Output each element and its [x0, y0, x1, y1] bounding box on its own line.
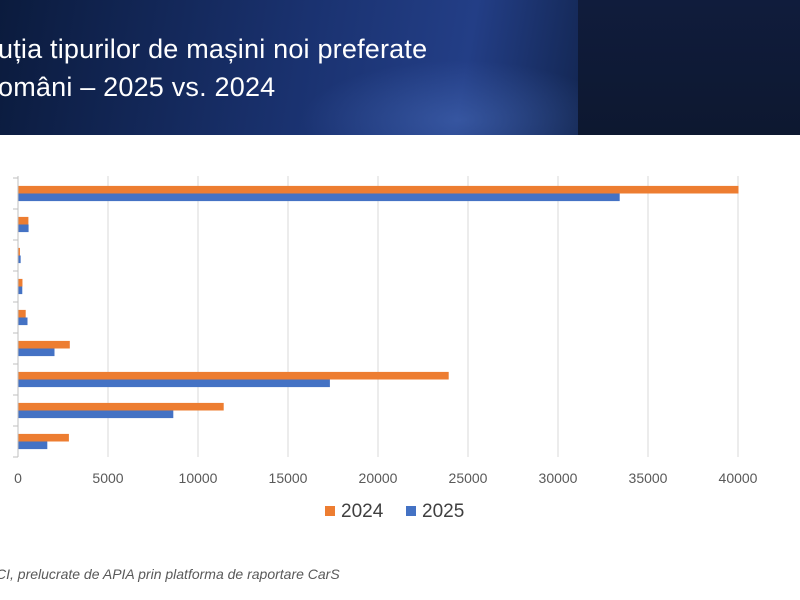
- x-axis-tick-labels: 0 5000 10000 15000 20000 25000 30000 35000 40000: [14, 470, 758, 486]
- bar-2024-3: [18, 247, 20, 256]
- x-tick-label: 40000: [719, 470, 758, 486]
- legend: 2024 2025: [325, 501, 464, 522]
- bar-2025-1: [18, 193, 620, 202]
- bars: [18, 185, 739, 450]
- bar-2025-5: [18, 317, 28, 326]
- banner-right-panel: [578, 0, 800, 135]
- bar-2024-1: [18, 185, 739, 194]
- bar-2025-6: [18, 348, 55, 357]
- bar-2024-5: [18, 309, 26, 318]
- x-tick-label: 5000: [92, 470, 123, 486]
- bar-2024-7: [18, 371, 449, 380]
- bar-2025-8: [18, 410, 174, 419]
- x-tick-label: 35000: [629, 470, 668, 486]
- bar-2025-3: [18, 255, 21, 264]
- title-banner: uția tipurilor de mașini noi preferate o…: [0, 0, 800, 135]
- banner-glow: [300, 60, 620, 135]
- source-note: CI, prelucrate de APIA prin platforma de…: [0, 566, 340, 582]
- legend-label-2025: 2025: [422, 501, 464, 522]
- bar-2025-4: [18, 286, 23, 295]
- x-tick-label: 20000: [359, 470, 398, 486]
- legend-swatch-2024: [325, 506, 335, 516]
- legend-swatch-2025: [406, 506, 416, 516]
- bar-2024-8: [18, 402, 224, 411]
- chart-title-line-1: uția tipurilor de mașini noi preferate: [0, 34, 428, 64]
- legend-label-2024: 2024: [341, 501, 384, 522]
- x-tick-label: 15000: [269, 470, 308, 486]
- bar-chart: 0 5000 10000 15000 20000 25000 30000 35000 40000…: [13, 176, 758, 522]
- bar-2025-9: [18, 441, 48, 450]
- axes: [13, 176, 19, 458]
- x-tick-label: 30000: [539, 470, 578, 486]
- bar-2024-6: [18, 340, 70, 349]
- x-tick-label: 10000: [179, 470, 218, 486]
- x-tick-label: 0: [14, 470, 22, 486]
- gridlines: [107, 176, 739, 457]
- bar-2025-7: [18, 379, 330, 388]
- chart-title-line-2: omâni – 2025 vs. 2024: [0, 72, 276, 102]
- bar-2025-2: [18, 224, 29, 233]
- bar-2024-4: [18, 278, 23, 287]
- bar-2024-9: [18, 433, 69, 442]
- x-tick-label: 25000: [449, 470, 488, 486]
- bar-2024-2: [18, 216, 29, 225]
